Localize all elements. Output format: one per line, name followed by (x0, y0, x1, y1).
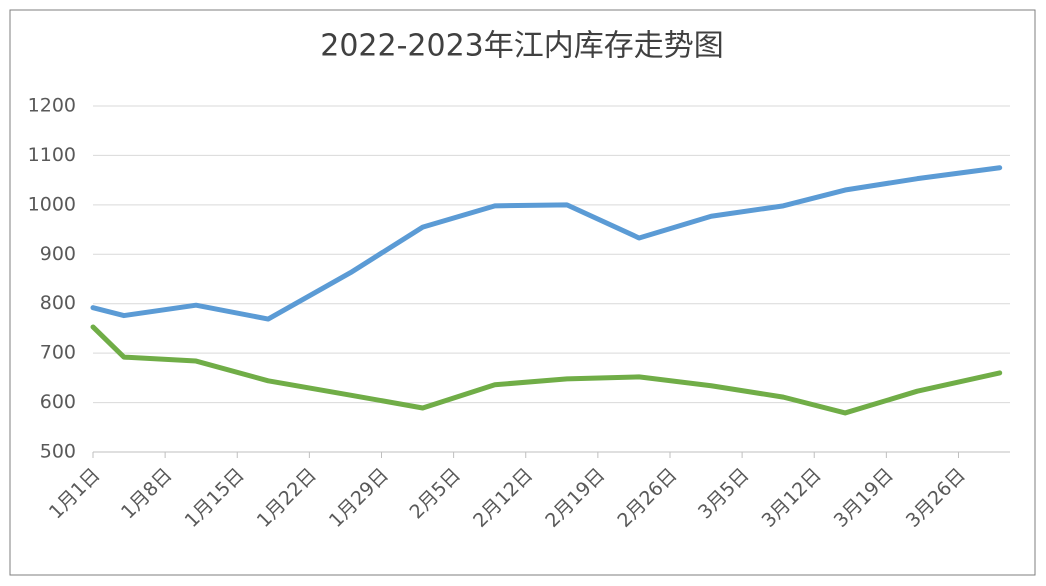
chart-frame (9, 9, 1036, 576)
y-tick-label: 1200 (28, 95, 76, 117)
y-tick-label: 900 (40, 243, 76, 265)
y-tick-label: 800 (40, 292, 76, 314)
series-line (90, 165, 1003, 322)
chart-title: 2022-2023年江内库存走势图 (320, 29, 724, 64)
y-tick-label: 1000 (28, 193, 76, 215)
series-line (90, 324, 1003, 416)
y-tick-label: 1100 (28, 144, 76, 166)
y-tick-label: 500 (40, 441, 76, 463)
y-tick-label: 600 (40, 391, 76, 413)
y-tick-label: 700 (40, 342, 76, 364)
